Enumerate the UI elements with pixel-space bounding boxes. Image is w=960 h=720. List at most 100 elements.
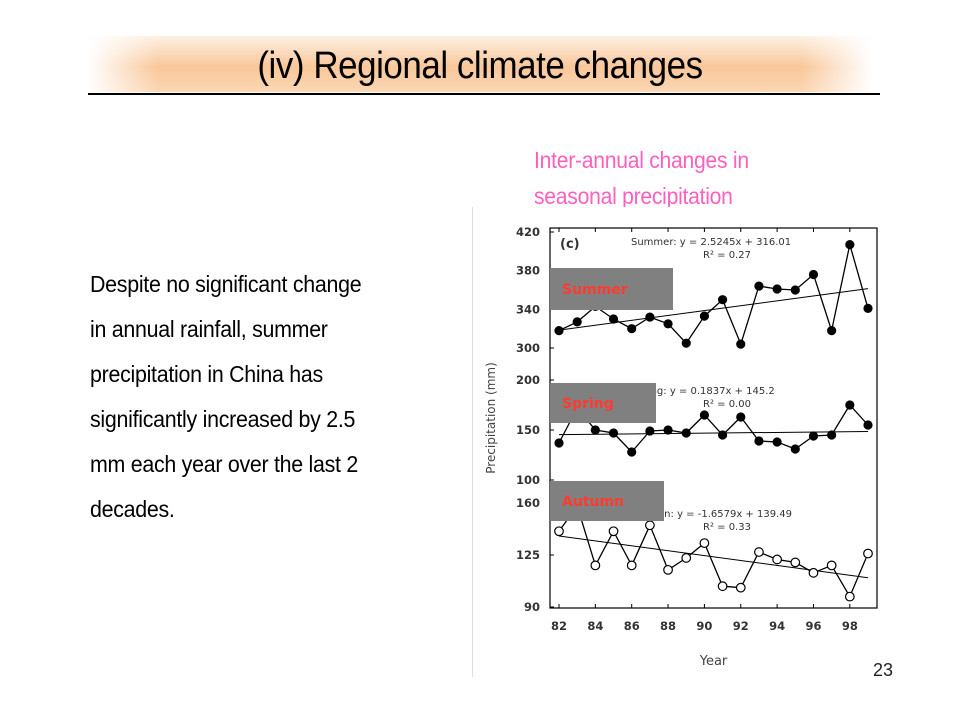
summer-data-point (645, 312, 655, 322)
precipitation-chart: Precipitation (mm) Year 82 84 86 88 90 92 94 96 98… (484, 225, 878, 669)
spring-data-point (754, 436, 764, 446)
title-underline (88, 93, 880, 95)
autumn-data-point (699, 538, 710, 549)
spring-data-point (627, 447, 637, 457)
autumn-data-point (863, 548, 873, 559)
summer-data-point (754, 281, 764, 291)
summer-data-point (827, 325, 837, 336)
summer-data-point (572, 317, 582, 327)
spring-label-box (550, 383, 656, 423)
autumn-data-point (681, 553, 692, 563)
autumn-y-tick-label: 160 (516, 496, 540, 510)
slide-title: (iv) Regional climate changes (257, 45, 703, 87)
summer-data-point (663, 319, 673, 329)
autumn-data-point (808, 567, 819, 578)
spring-label: Spring (562, 396, 614, 412)
body-text: Despite no significant change in annual … (90, 262, 460, 532)
autumn-label: Autumn (562, 494, 624, 510)
summer-data-point (790, 285, 800, 295)
autumn-equation: Autumn: y = -1.6579x + 139.49 (631, 509, 792, 520)
autumn-data-point (554, 526, 564, 537)
spring-data-point (827, 430, 837, 440)
summer-data-point (608, 314, 619, 324)
x-axis-label: Year (699, 654, 728, 669)
spring-y-tick-label: 100 (516, 473, 540, 487)
spring-data-point (645, 426, 655, 436)
summer-y-tick-label: 380 (516, 264, 540, 278)
autumn-data-point (754, 547, 764, 557)
summer-data-point (736, 339, 746, 349)
summer-y-tick-label: 300 (516, 341, 540, 355)
summer-y-tick-label: 420 (516, 225, 540, 239)
summer-data-point (699, 311, 710, 321)
x-tick-label: 96 (805, 619, 821, 633)
autumn-data-point (735, 582, 746, 593)
x-tick-label: 94 (769, 619, 785, 633)
autumn-label-box (550, 481, 664, 521)
autumn-y-tick-label: 125 (516, 548, 540, 562)
chart-figure: Precipitation (mm) Year 82 84 86 88 90 92 94 96 98… (473, 207, 887, 677)
body-line: decades. (90, 496, 175, 522)
x-tick-label: 98 (842, 619, 858, 633)
title-band (88, 36, 872, 92)
spring-data-point (772, 437, 782, 447)
x-tick-label: 82 (551, 619, 567, 633)
spring-data-point (554, 438, 564, 448)
autumn-data-point (590, 560, 601, 571)
spring-data-point (590, 425, 600, 435)
autumn-data-point (608, 526, 619, 537)
body-line: mm each year over the last 2 (90, 451, 359, 477)
summer-y-tick-label: 340 (516, 302, 540, 316)
body-line: Despite no significant change (90, 271, 362, 297)
spring-r-squared: R² = 0.00 (703, 399, 751, 410)
summer-equation: Summer: y = 2.5245x + 316.01 (631, 237, 791, 248)
summer-data-point (772, 284, 782, 294)
body-line: precipitation in China has (90, 361, 323, 387)
x-tick-label: 90 (696, 619, 712, 633)
summer-trend-line (558, 288, 869, 331)
chart-caption: Inter-annual changes in seasonal precipi… (534, 142, 864, 208)
spring-y-tick-label: 150 (516, 423, 540, 437)
autumn-data-point (844, 591, 855, 602)
spring-data-point (808, 431, 819, 441)
autumn-r-squared: R² = 0.33 (703, 522, 751, 533)
spring-data-point (663, 425, 673, 435)
spring-data-point (736, 412, 746, 422)
autumn-data-point (626, 560, 637, 571)
spring-data-point (681, 428, 691, 438)
x-tick-label: 88 (660, 619, 676, 633)
summer-label-box (550, 268, 673, 310)
panel-label: (c) (560, 237, 580, 252)
autumn-data-point (663, 564, 673, 575)
y-axis-label: Precipitation (mm) (484, 362, 498, 474)
summer-data-point (681, 338, 691, 348)
body-line: in annual rainfall, summer (90, 316, 328, 342)
x-tick-label: 92 (733, 619, 749, 633)
chart-caption-line: Inter-annual changes in (534, 147, 749, 173)
autumn-data-point (772, 554, 783, 565)
x-tick-label: 86 (624, 619, 640, 633)
summer-data-point (863, 303, 873, 313)
autumn-data-point (826, 560, 837, 571)
summer-data-point (717, 295, 728, 305)
summer-r-squared: R² = 0.27 (703, 250, 751, 261)
spring-data-point (699, 410, 710, 420)
spring-data-point (863, 420, 873, 430)
spring-y-tick-label: 200 (516, 373, 540, 387)
summer-data-point (554, 325, 564, 336)
page-number: 23 (873, 660, 894, 680)
summer-data-point (845, 239, 855, 250)
summer-label: Summer (562, 282, 628, 298)
autumn-y-tick-label: 90 (524, 600, 540, 614)
autumn-data-point (790, 557, 801, 568)
spring-equation: Spring: y = 0.1837x + 145.2 (631, 386, 775, 397)
spring-data-point (790, 444, 800, 454)
spring-data-point (845, 400, 855, 410)
x-tick-label: 84 (587, 619, 603, 633)
autumn-data-point (717, 581, 728, 592)
spring-data-point (717, 430, 728, 440)
chart-caption-line: seasonal precipitation (534, 183, 733, 208)
body-line: significantly increased by 2.5 (90, 406, 356, 432)
summer-data-point (627, 324, 637, 334)
spring-data-point (608, 428, 619, 438)
